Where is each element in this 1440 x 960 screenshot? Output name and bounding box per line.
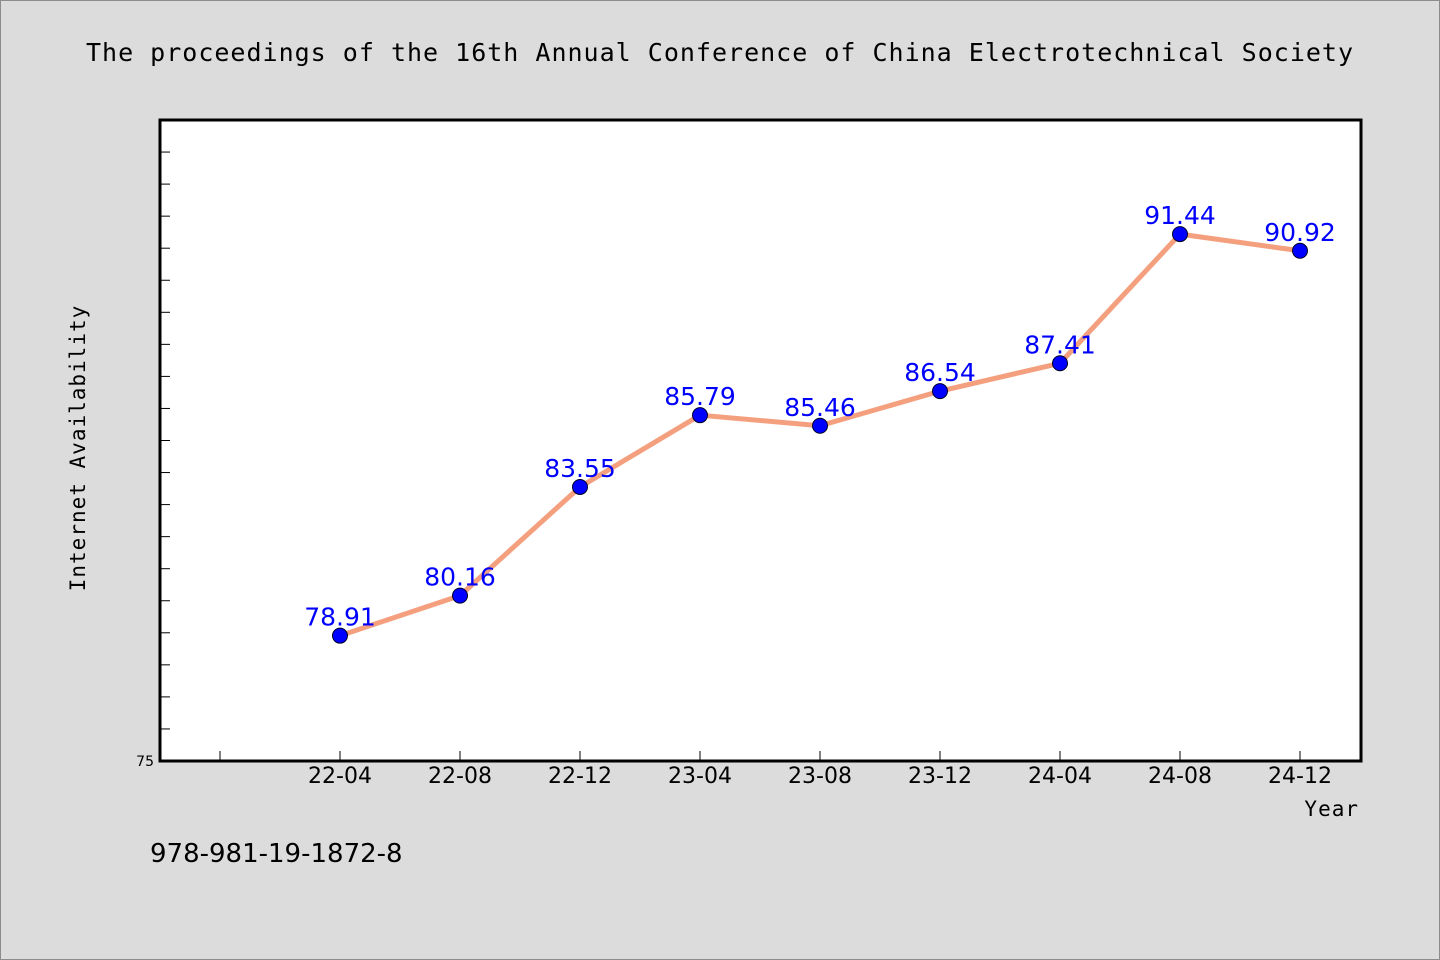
data-point	[332, 627, 348, 644]
isbn-footnote: 978-981-19-1872-8	[150, 839, 403, 869]
data-label: 91.44	[1144, 201, 1216, 230]
plot-area	[158, 118, 1363, 763]
data-label: 83.55	[544, 454, 616, 483]
x-tick-label: 22-04	[308, 764, 372, 789]
x-tick-label: 24-12	[1268, 764, 1332, 789]
x-tick-label: 22-08	[428, 764, 492, 789]
data-label: 78.91	[304, 603, 376, 632]
data-point	[572, 478, 588, 495]
data-point	[692, 407, 708, 424]
data-label: 85.79	[664, 382, 736, 411]
data-point	[452, 587, 468, 604]
x-tick-label: 23-12	[908, 764, 972, 789]
x-axis-label: Year	[1304, 797, 1359, 821]
data-label: 87.41	[1024, 330, 1096, 359]
data-point	[1172, 226, 1188, 243]
data-label: 80.16	[424, 563, 496, 592]
data-labels-group: 78.91 80.16 83.55 85.79 85.46 86.54 87.41 91.44…	[304, 201, 1336, 632]
x-axis-ticks: 22-04 22-08 22-12 23-04 23-08 23-12 24-04 24-08…	[219, 751, 1332, 789]
x-tick-label: 22-12	[548, 764, 612, 789]
data-point	[1292, 242, 1308, 259]
data-label: 86.54	[904, 358, 976, 387]
y-axis-ticks: 75	[136, 151, 170, 770]
chart-title: The proceedings of the 16th Annual Confe…	[86, 38, 1354, 67]
data-label: 85.46	[784, 393, 856, 422]
data-point	[812, 417, 828, 434]
y-axis-label: Internet Availability	[66, 305, 90, 592]
x-tick-label: 24-08	[1148, 764, 1212, 789]
data-point	[1052, 355, 1068, 372]
y-tick-label: 75	[136, 754, 154, 770]
x-tick-label: 24-04	[1028, 764, 1092, 789]
x-tick-label: 23-04	[668, 764, 732, 789]
x-tick-label: 23-08	[788, 764, 852, 789]
series-group	[332, 226, 1308, 644]
data-point	[932, 383, 948, 400]
data-label: 90.92	[1264, 218, 1336, 247]
